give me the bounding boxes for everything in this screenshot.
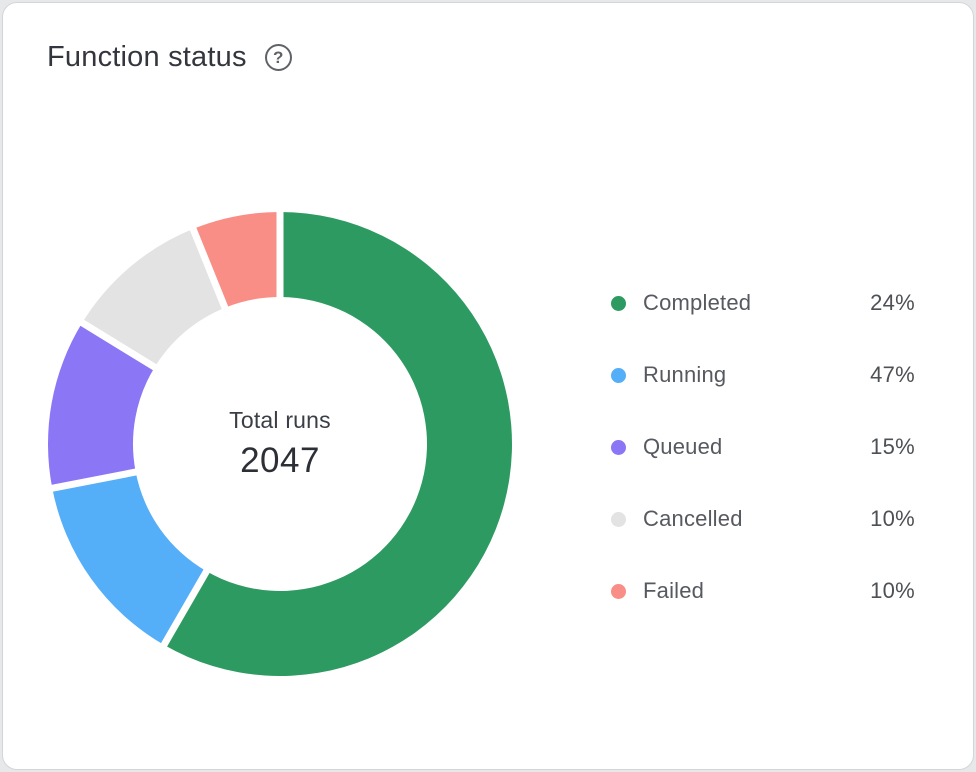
legend-label: Completed [643, 290, 752, 315]
legend-item-running[interactable]: Running 47% [611, 339, 915, 411]
donut-svg [46, 207, 512, 676]
chart-legend: Completed 24% Running 47% Queued 15% Cancelled… [611, 267, 915, 627]
donut-segment-failed[interactable] [193, 212, 280, 308]
legend-dot-icon [611, 439, 626, 455]
legend-item-completed[interactable]: Completed 24% [611, 267, 915, 339]
legend-dot-icon [611, 295, 626, 311]
legend-dot-icon [611, 367, 626, 383]
legend-item-failed[interactable]: Failed 10% [611, 555, 915, 627]
legend-label: Cancelled [643, 506, 743, 531]
legend-item-cancelled[interactable]: Cancelled 10% [611, 483, 915, 555]
legend-label: Running [643, 362, 727, 387]
donut-segment-running[interactable] [52, 472, 207, 645]
donut-segment-completed[interactable] [164, 212, 512, 676]
legend-dot-icon [611, 583, 626, 599]
card-header: Function status ? [47, 41, 292, 74]
card-title: Function status [47, 41, 247, 73]
legend-dot-icon [611, 511, 626, 527]
legend-label: Failed [643, 578, 705, 603]
donut-segment-queued[interactable] [47, 322, 155, 489]
donut-segment-cancelled[interactable] [82, 228, 225, 368]
help-icon-glyph: ? [272, 47, 284, 67]
legend-item-queued[interactable]: Queued 15% [611, 411, 915, 483]
legend-percent: 47% [870, 362, 915, 387]
legend-percent: 15% [870, 434, 915, 459]
segment-gap [187, 222, 231, 314]
help-icon[interactable]: ? [264, 44, 292, 71]
segment-gap [158, 565, 213, 651]
legend-percent: 10% [870, 578, 915, 603]
segment-gap [76, 317, 161, 373]
segment-gap [46, 467, 142, 493]
legend-percent: 24% [870, 290, 915, 315]
legend-percent: 10% [870, 506, 915, 531]
donut-chart[interactable] [10, 174, 550, 714]
legend-label: Queued [643, 434, 723, 459]
